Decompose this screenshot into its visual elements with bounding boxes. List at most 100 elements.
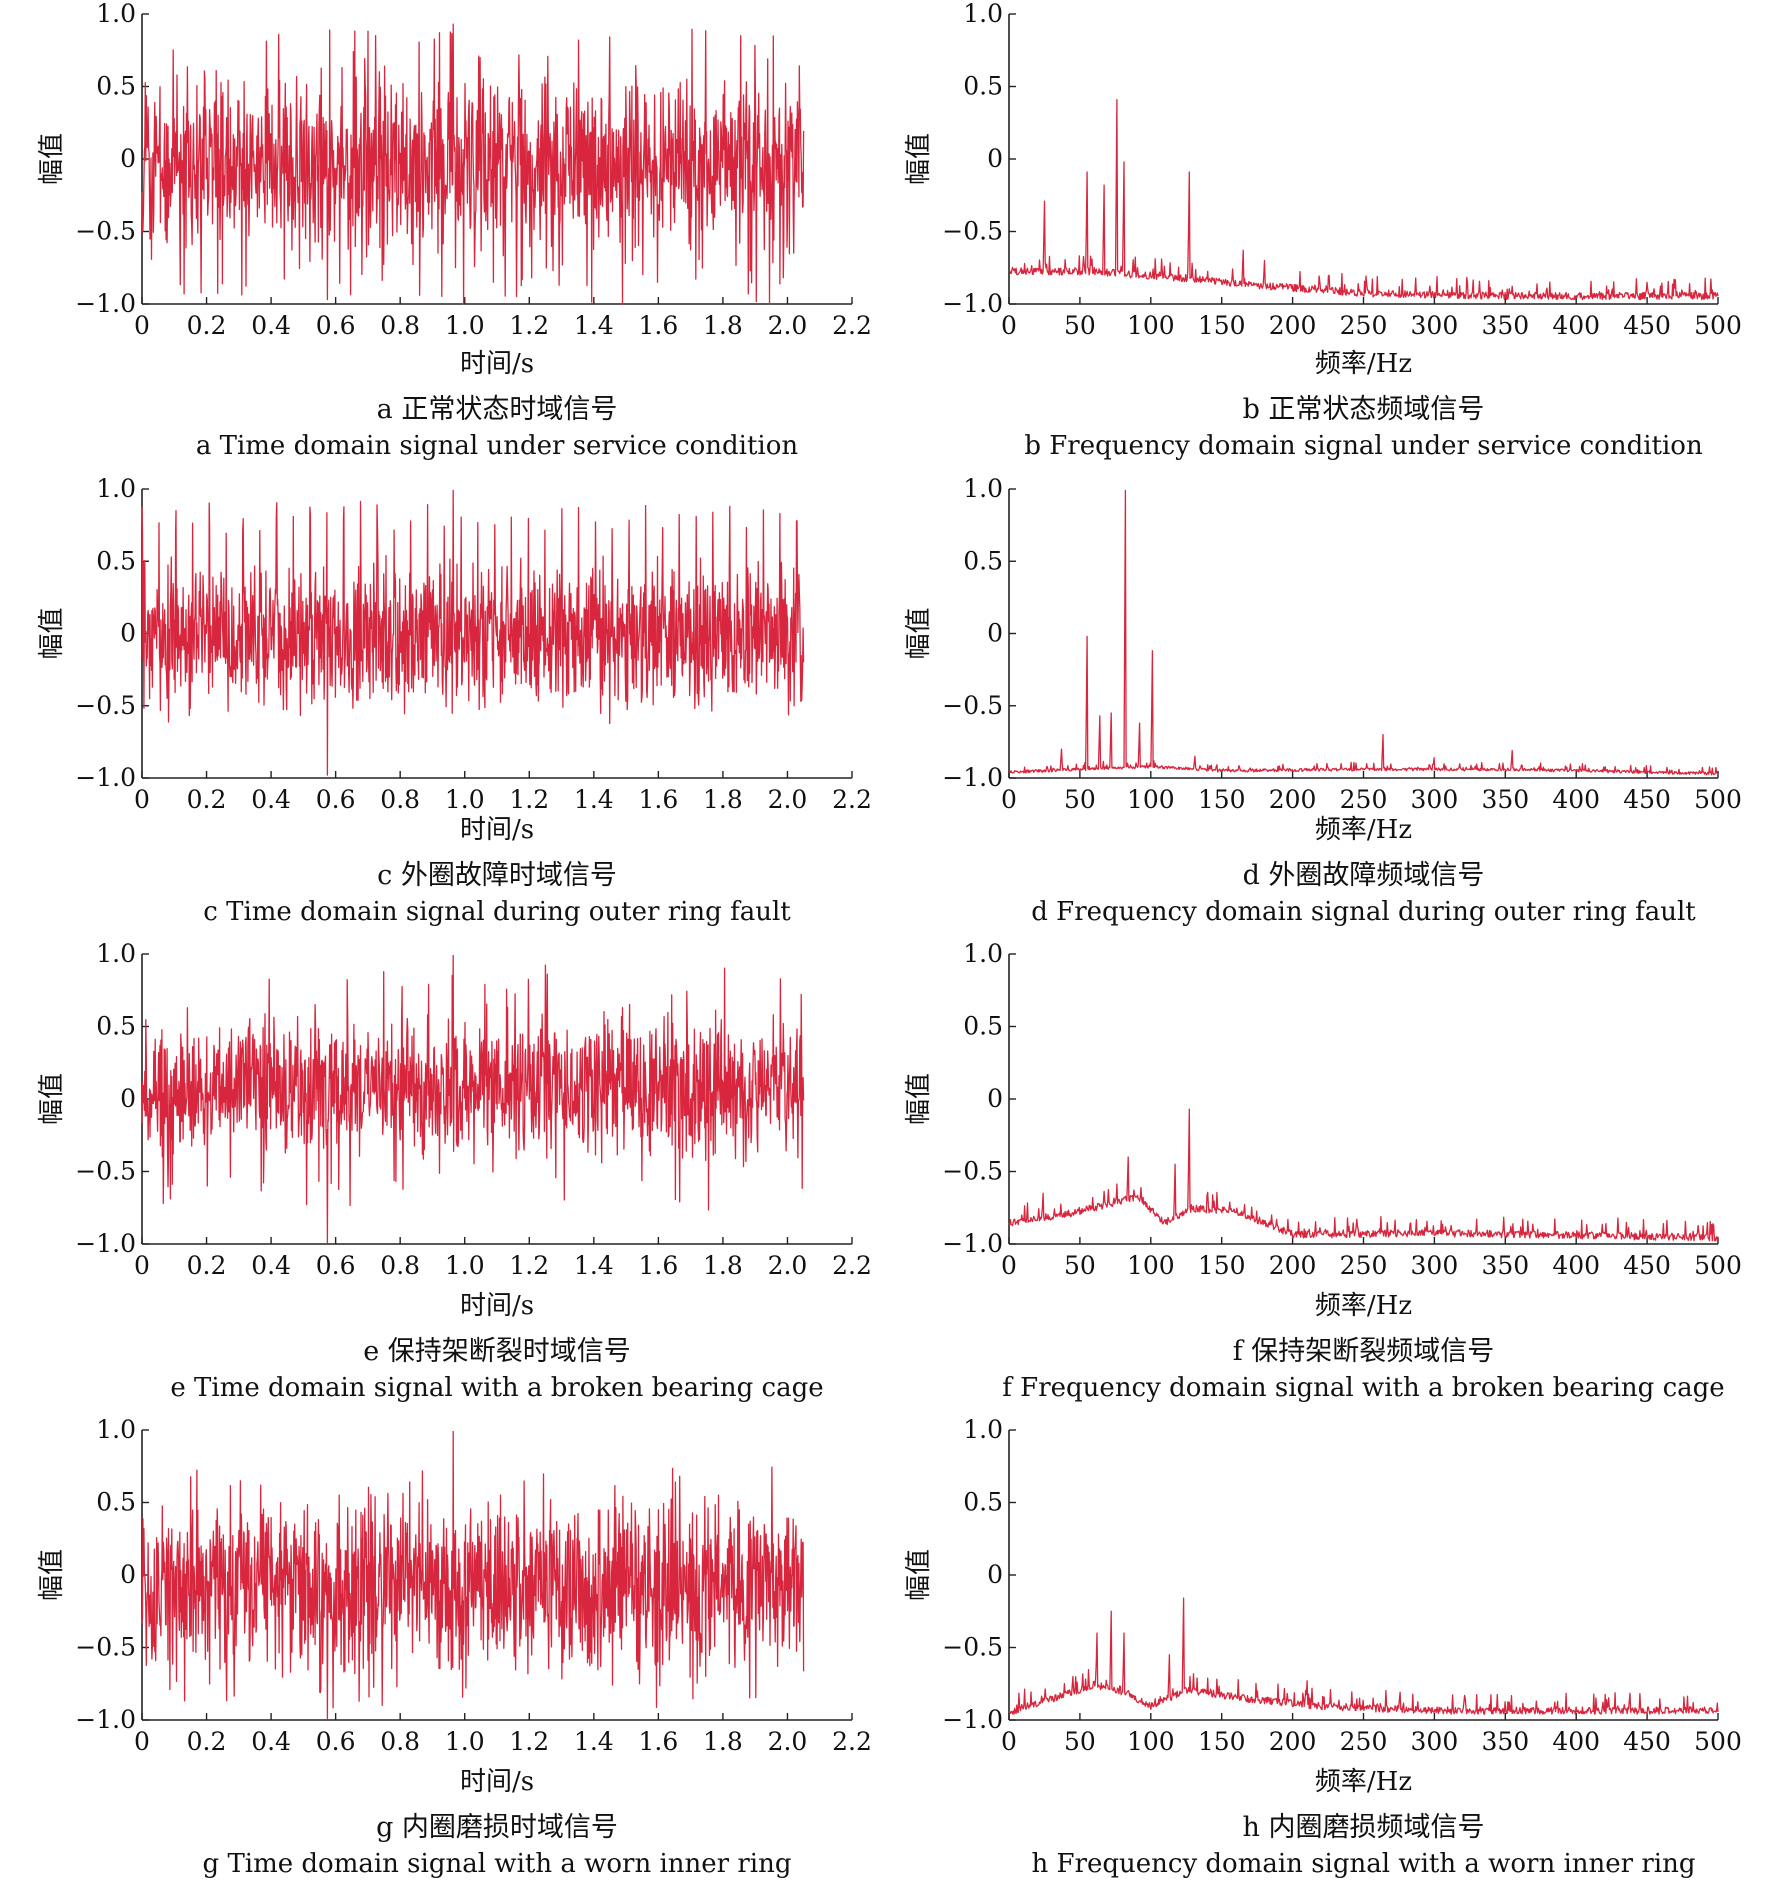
x-tick-label: 0.2 [187, 311, 227, 340]
x-tick-label: 300 [1411, 1727, 1459, 1756]
caption-cn: d 外圈故障频域信号 [1243, 860, 1485, 891]
x-tick-label: 100 [1127, 785, 1175, 814]
y-tick-label: 1.0 [963, 0, 1003, 28]
y-tick-label: 1.0 [963, 474, 1003, 503]
x-tick-label: 0 [134, 311, 150, 340]
x-tick-label: 0 [134, 1251, 150, 1280]
x-tick-label: 1.4 [574, 785, 614, 814]
x-tick-label: 0.4 [251, 311, 291, 340]
y-tick-label: −1.0 [75, 1229, 136, 1258]
panel-b: −1.0 −0.5 0 0.5 1.0 0 50 100 150 200 250 300 350 400 4… [904, 0, 1742, 461]
x-tick-label: 0.8 [380, 1727, 420, 1756]
x-tick-label: 0.2 [187, 785, 227, 814]
x-tick-label: 1.8 [703, 785, 743, 814]
x-tick-label: 50 [1064, 1251, 1096, 1280]
y-tick-label: −0.5 [75, 217, 136, 246]
signal-line-d [1008, 489, 1718, 776]
x-tick-label: 100 [1127, 311, 1175, 340]
caption-en: d Frequency domain signal during outer r… [1031, 897, 1696, 927]
y-tick-label: 1.0 [96, 1415, 136, 1444]
x-tick-label: 1.6 [638, 1727, 678, 1756]
y-tick-label: 0.5 [96, 546, 136, 575]
x-tick-label: 2.2 [832, 311, 872, 340]
x-tick-label: 1.4 [574, 1727, 614, 1756]
y-axis-title: 幅值 [904, 133, 934, 185]
y-tick-label: −1.0 [75, 289, 136, 318]
x-tick-label: 0.2 [187, 1251, 227, 1280]
x-tick-label: 400 [1552, 1727, 1600, 1756]
x-tick-label: 0.6 [316, 785, 356, 814]
signal-line-e [141, 954, 805, 1244]
x-tick-label: 0.4 [251, 785, 291, 814]
y-tick-label: −1.0 [75, 763, 136, 792]
caption-cn: h 内圈磨损频域信号 [1243, 1812, 1485, 1843]
x-tick-label: 350 [1481, 785, 1529, 814]
y-axis-title: 幅值 [37, 1549, 67, 1601]
x-tick-label: 1.4 [574, 1251, 614, 1280]
x-tick-label: 0 [134, 1727, 150, 1756]
x-tick-label: 1.0 [445, 1727, 485, 1756]
x-tick-label: 1.8 [703, 311, 743, 340]
y-tick-label: 0 [987, 1084, 1003, 1113]
x-axis-title: 时间/s [460, 1767, 534, 1797]
x-tick-label: 0.2 [187, 1727, 227, 1756]
y-axis-title: 幅值 [904, 607, 934, 659]
x-tick-label: 250 [1340, 311, 1388, 340]
x-tick-label: 1.2 [509, 1727, 549, 1756]
x-axis-title: 频率/Hz [1315, 1291, 1412, 1321]
y-tick-label: 0 [120, 1560, 136, 1589]
x-tick-label: 150 [1198, 785, 1246, 814]
panel-f: −1.0 −0.5 0 0.5 1.0 0 50 100 150 200 250 300 350 400 4… [904, 939, 1742, 1403]
y-tick-label: −1.0 [75, 1705, 136, 1734]
caption-en: c Time domain signal during outer ring f… [203, 897, 791, 927]
y-tick-label: −1.0 [942, 763, 1003, 792]
x-tick-label: 1.0 [445, 1251, 485, 1280]
x-tick-label: 50 [1064, 311, 1096, 340]
y-tick-label: −0.5 [75, 691, 136, 720]
y-tick-label: 1.0 [963, 939, 1003, 968]
x-tick-label: 200 [1269, 785, 1317, 814]
y-axis-title: 幅值 [37, 133, 67, 185]
y-tick-label: 0.5 [963, 72, 1003, 101]
x-tick-label: 450 [1623, 1727, 1671, 1756]
y-tick-label: −1.0 [942, 1705, 1003, 1734]
x-tick-label: 1.8 [703, 1251, 743, 1280]
y-axis-title: 幅值 [904, 1549, 934, 1601]
x-tick-label: 400 [1552, 311, 1600, 340]
x-axis-title: 频率/Hz [1315, 1767, 1412, 1797]
x-axis-title: 频率/Hz [1315, 349, 1412, 379]
x-tick-label: 150 [1198, 1251, 1246, 1280]
x-axis-title: 时间/s [460, 349, 534, 379]
x-tick-label: 450 [1623, 1251, 1671, 1280]
x-tick-label: 200 [1269, 1251, 1317, 1280]
x-tick-label: 250 [1340, 1251, 1388, 1280]
caption-cn: f 保持架断裂频域信号 [1233, 1336, 1495, 1367]
y-axis-title: 幅值 [37, 607, 67, 659]
x-tick-label: 0 [1001, 785, 1017, 814]
x-tick-label: 450 [1623, 311, 1671, 340]
signal-line-h [1009, 1597, 1719, 1715]
y-tick-label: −0.5 [942, 1157, 1003, 1186]
x-tick-label: 350 [1481, 1251, 1529, 1280]
x-tick-label: 1.4 [574, 311, 614, 340]
signal-line-b [1008, 98, 1719, 301]
x-tick-label: 1.6 [638, 1251, 678, 1280]
x-tick-label: 500 [1694, 1727, 1742, 1756]
x-tick-label: 400 [1552, 1251, 1600, 1280]
x-tick-label: 0 [134, 785, 150, 814]
x-tick-label: 2.0 [768, 785, 808, 814]
x-tick-label: 500 [1694, 1251, 1742, 1280]
caption-en: a Time domain signal under service condi… [196, 431, 799, 461]
y-tick-label: 1.0 [96, 474, 136, 503]
caption-en: h Frequency domain signal with a worn in… [1032, 1849, 1696, 1879]
x-tick-label: 2.0 [768, 311, 808, 340]
y-tick-label: −0.5 [75, 1157, 136, 1186]
y-tick-label: 0 [987, 1560, 1003, 1589]
x-tick-label: 50 [1064, 1727, 1096, 1756]
x-tick-label: 1.8 [703, 1727, 743, 1756]
x-tick-label: 0 [1001, 1727, 1017, 1756]
y-tick-label: −0.5 [942, 691, 1003, 720]
y-tick-label: 0 [120, 619, 136, 648]
caption-en: f Frequency domain signal with a broken … [1002, 1373, 1724, 1403]
